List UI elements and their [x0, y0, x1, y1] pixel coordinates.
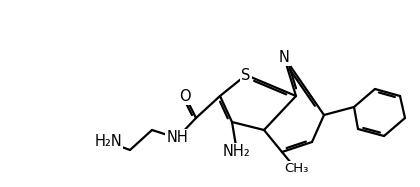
- Text: NH₂: NH₂: [223, 145, 251, 160]
- Text: S: S: [241, 68, 251, 82]
- Text: N: N: [278, 50, 289, 65]
- Text: CH₃: CH₃: [284, 163, 308, 176]
- Text: O: O: [179, 88, 191, 103]
- Text: NH: NH: [166, 131, 188, 145]
- Text: H₂N: H₂N: [94, 134, 122, 149]
